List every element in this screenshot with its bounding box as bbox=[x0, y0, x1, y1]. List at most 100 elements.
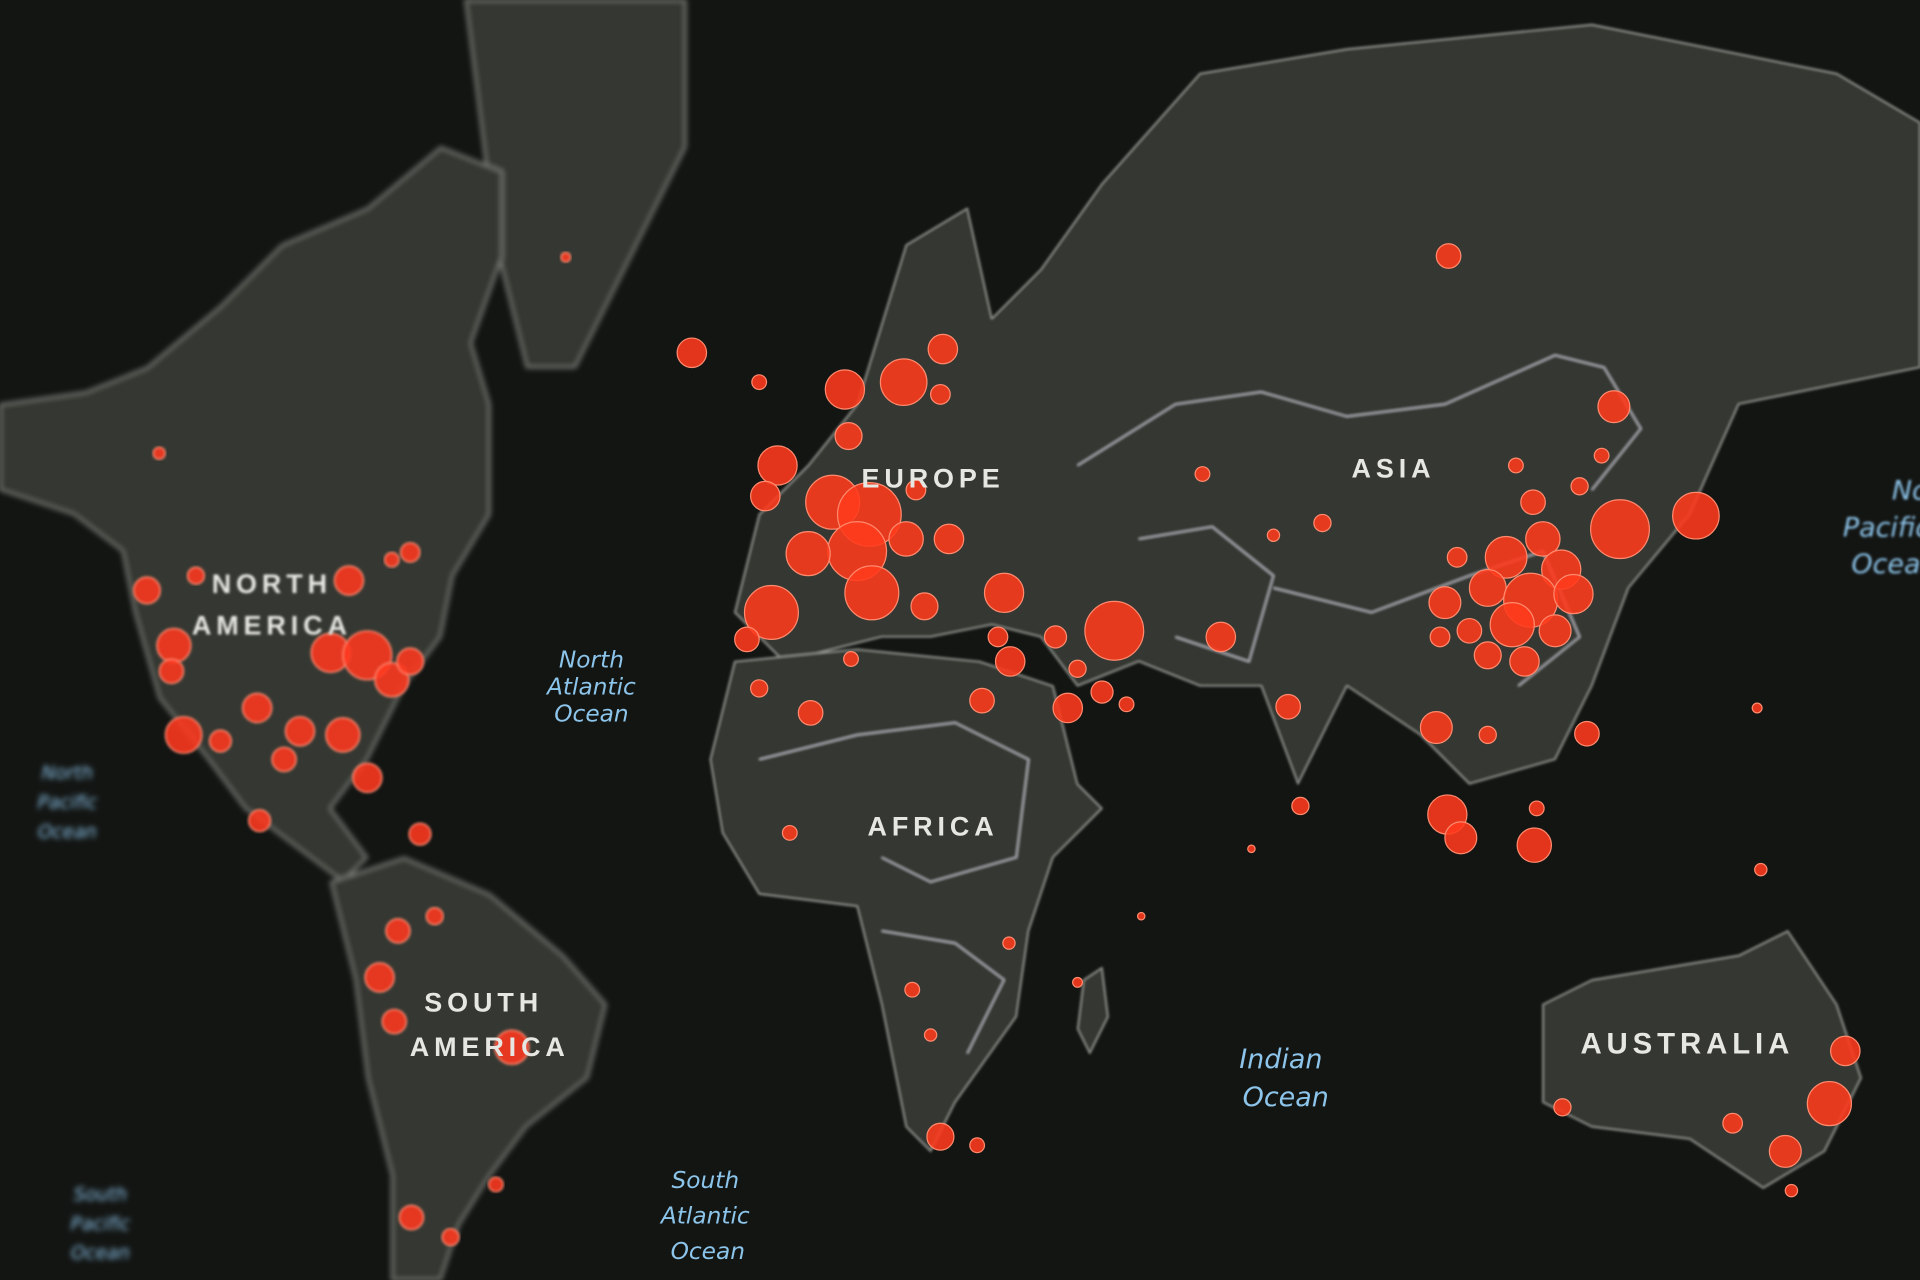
label-line: Pacific bbox=[1843, 512, 1920, 543]
land bbox=[709, 23, 1920, 1189]
label-line: North bbox=[559, 647, 624, 674]
case-marker bbox=[152, 446, 166, 460]
greenland bbox=[464, 0, 687, 369]
case-marker bbox=[987, 626, 1009, 648]
case-marker bbox=[969, 1137, 986, 1154]
case-marker bbox=[325, 717, 361, 753]
case-marker bbox=[1509, 646, 1540, 677]
case-marker bbox=[1672, 491, 1720, 540]
case-marker bbox=[158, 658, 185, 685]
ocean-label: South Pacific Ocean bbox=[71, 1184, 130, 1264]
eurasia bbox=[733, 23, 1920, 785]
case-marker bbox=[969, 687, 995, 714]
case-marker bbox=[1593, 447, 1610, 464]
case-marker bbox=[994, 646, 1026, 677]
case-marker bbox=[1072, 976, 1084, 988]
case-marker bbox=[1435, 243, 1462, 269]
case-marker bbox=[1446, 546, 1468, 568]
case-marker bbox=[933, 523, 965, 555]
blurred-land bbox=[0, 0, 687, 1280]
case-marker bbox=[1553, 1098, 1572, 1117]
case-marker bbox=[396, 647, 425, 676]
ocean-label: Indian Ocean bbox=[1239, 1044, 1329, 1113]
label-line: North bbox=[42, 763, 93, 784]
case-marker bbox=[381, 1008, 408, 1035]
case-marker bbox=[560, 251, 572, 263]
case-marker bbox=[398, 1204, 425, 1231]
case-marker bbox=[408, 822, 432, 846]
case-marker bbox=[132, 576, 162, 605]
case-marker bbox=[751, 374, 768, 391]
case-marker bbox=[1553, 573, 1594, 615]
case-markers bbox=[132, 243, 1861, 1247]
case-marker bbox=[425, 907, 444, 926]
case-marker bbox=[1590, 499, 1650, 560]
case-marker bbox=[494, 1029, 530, 1066]
label-line: Ocean bbox=[71, 1243, 130, 1264]
case-marker bbox=[926, 1122, 955, 1151]
case-marker bbox=[676, 337, 708, 369]
case-marker bbox=[1570, 477, 1589, 496]
case-marker bbox=[750, 679, 769, 698]
country-border bbox=[881, 930, 1006, 1054]
case-marker bbox=[1574, 720, 1600, 747]
label-line: AMERICA bbox=[410, 1032, 570, 1062]
continent-label: AFRICA bbox=[867, 811, 998, 841]
label-line: Ocean bbox=[1851, 549, 1920, 580]
australia bbox=[1542, 930, 1862, 1189]
label-line: ASIA bbox=[1351, 454, 1435, 484]
case-marker bbox=[1751, 702, 1763, 714]
case-marker bbox=[844, 565, 900, 621]
case-marker bbox=[487, 1176, 504, 1193]
case-marker bbox=[399, 542, 421, 563]
case-marker bbox=[1528, 800, 1545, 817]
case-marker bbox=[208, 729, 233, 753]
case-marker bbox=[785, 530, 831, 577]
madagascar bbox=[1076, 966, 1109, 1055]
label-line: AMERICA bbox=[192, 610, 352, 640]
case-marker bbox=[1291, 796, 1310, 816]
case-marker bbox=[879, 358, 928, 407]
label-line: Ocean bbox=[554, 700, 628, 727]
label-line: Pacific bbox=[38, 792, 97, 813]
continent-label: AUSTRALIA bbox=[1580, 1027, 1794, 1060]
label-line: NORTH bbox=[212, 569, 332, 599]
case-marker bbox=[1507, 457, 1524, 474]
case-marker bbox=[757, 445, 798, 486]
case-marker bbox=[750, 480, 781, 512]
case-marker bbox=[824, 369, 866, 410]
case-marker bbox=[734, 626, 760, 653]
case-marker bbox=[1830, 1035, 1861, 1067]
case-marker bbox=[1429, 626, 1451, 648]
case-marker bbox=[441, 1227, 460, 1247]
label-line: South bbox=[74, 1184, 127, 1205]
case-marker bbox=[1247, 844, 1256, 854]
south-america bbox=[329, 856, 607, 1280]
label-line: Atlantic bbox=[659, 1203, 750, 1230]
case-marker bbox=[1118, 696, 1135, 713]
case-marker bbox=[164, 715, 203, 754]
case-marker bbox=[983, 572, 1025, 614]
case-marker bbox=[383, 551, 400, 568]
case-marker bbox=[781, 824, 798, 841]
label-line: EUROPE bbox=[861, 463, 1004, 493]
case-marker bbox=[385, 918, 411, 944]
case-marker bbox=[1456, 617, 1483, 644]
case-marker bbox=[1090, 680, 1114, 704]
label-line: North bbox=[1892, 476, 1920, 507]
case-marker bbox=[1428, 586, 1462, 620]
case-marker bbox=[156, 627, 192, 664]
case-marker bbox=[1520, 489, 1546, 516]
case-marker bbox=[834, 421, 863, 451]
case-marker bbox=[1754, 862, 1768, 877]
continent-label: ASIA bbox=[1351, 454, 1435, 484]
case-marker bbox=[1597, 390, 1631, 424]
case-marker bbox=[271, 746, 297, 773]
case-marker bbox=[1266, 528, 1281, 543]
case-marker bbox=[1136, 911, 1146, 921]
label-line: Ocean bbox=[38, 822, 97, 843]
case-marker bbox=[1052, 692, 1084, 724]
case-marker bbox=[1806, 1080, 1853, 1127]
case-marker bbox=[743, 584, 799, 640]
